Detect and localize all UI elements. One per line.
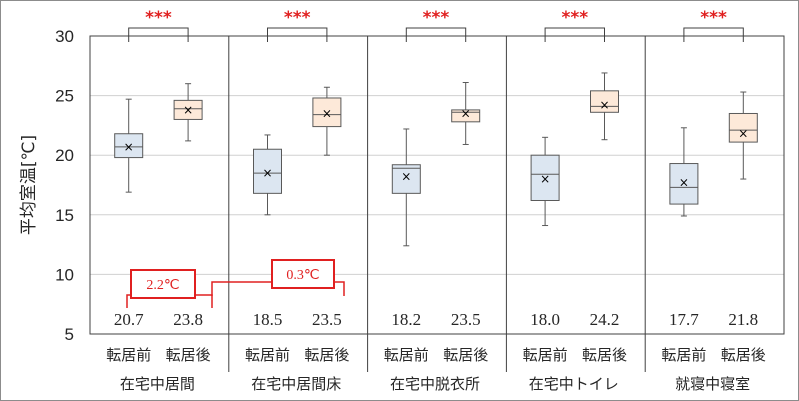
mean-marker: × <box>599 98 609 112</box>
mean-marker: × <box>679 176 689 190</box>
significance-marker: *** <box>700 8 727 28</box>
mean-marker: × <box>124 140 134 154</box>
box <box>391 164 421 194</box>
y-tick-label: 30 <box>55 27 74 46</box>
significance-bracket <box>544 27 605 42</box>
significance-marker: *** <box>145 8 172 28</box>
mean-marker: × <box>322 106 332 120</box>
box-category-label: 転居前 <box>245 346 290 364</box>
mean-marker: × <box>183 103 193 117</box>
box-category-label: 転居前 <box>661 346 706 364</box>
significance-bracket <box>683 27 744 42</box>
mean-marker: × <box>540 172 550 186</box>
box <box>253 148 282 194</box>
mean-marker: × <box>262 166 272 180</box>
y-tick-label: 25 <box>55 87 74 106</box>
difference-label-box <box>130 269 196 299</box>
box <box>669 163 699 205</box>
box <box>173 99 203 120</box>
y-axis-label: 平均室温[℃] <box>19 135 39 235</box>
box <box>451 109 481 123</box>
mean-marker: × <box>738 127 748 141</box>
difference-label-box <box>271 259 335 289</box>
box <box>590 90 619 113</box>
mean-value-label: 18.2 <box>391 310 421 329</box>
y-tick-label: 15 <box>55 206 74 225</box>
significance-bracket <box>128 27 189 42</box>
group-label: 在宅中居間床 <box>251 375 341 393</box>
box <box>114 133 144 159</box>
significance-marker: *** <box>423 8 450 28</box>
significance-bracket <box>267 27 328 42</box>
mean-value-label: 17.7 <box>669 310 699 329</box>
box-category-label: 転居後 <box>166 346 211 364</box>
box <box>530 154 560 201</box>
mean-value-label: 23.5 <box>312 310 342 329</box>
mean-value-label: 21.8 <box>728 310 758 329</box>
box-category-label: 転居前 <box>384 346 429 364</box>
y-tick-label: 10 <box>55 265 74 284</box>
box-category-label: 転居前 <box>106 346 151 364</box>
box <box>728 112 758 143</box>
group-label: 就寝中寝室 <box>675 375 750 393</box>
box-category-label: 転居後 <box>582 346 627 364</box>
mean-value-label: 18.5 <box>253 310 283 329</box>
plot-border <box>89 35 785 335</box>
box-category-label: 転居後 <box>443 346 488 364</box>
box-category-label: 転居後 <box>721 346 766 364</box>
significance-marker: *** <box>561 8 588 28</box>
significance-bracket <box>405 27 467 42</box>
group-label: 在宅中居間 <box>120 375 195 393</box>
mean-marker: × <box>461 106 471 120</box>
mean-value-label: 23.5 <box>451 310 481 329</box>
group-label: 在宅中脱衣所 <box>390 375 480 393</box>
box <box>312 97 342 128</box>
group-label: 在宅中トイレ <box>529 375 619 393</box>
box-category-label: 転居後 <box>304 346 349 364</box>
mean-marker: × <box>401 170 411 184</box>
mean-value-label: 24.2 <box>590 310 620 329</box>
mean-value-label: 20.7 <box>114 310 144 329</box>
difference-label: 2.2℃ <box>146 278 179 293</box>
box-category-label: 転居前 <box>523 346 568 364</box>
significance-marker: *** <box>284 8 311 28</box>
mean-value-label: 18.0 <box>530 310 560 329</box>
difference-label: 0.3℃ <box>286 268 319 283</box>
y-tick-label: 5 <box>65 325 74 344</box>
mean-value-label: 23.8 <box>173 310 203 329</box>
y-tick-label: 20 <box>55 146 74 165</box>
